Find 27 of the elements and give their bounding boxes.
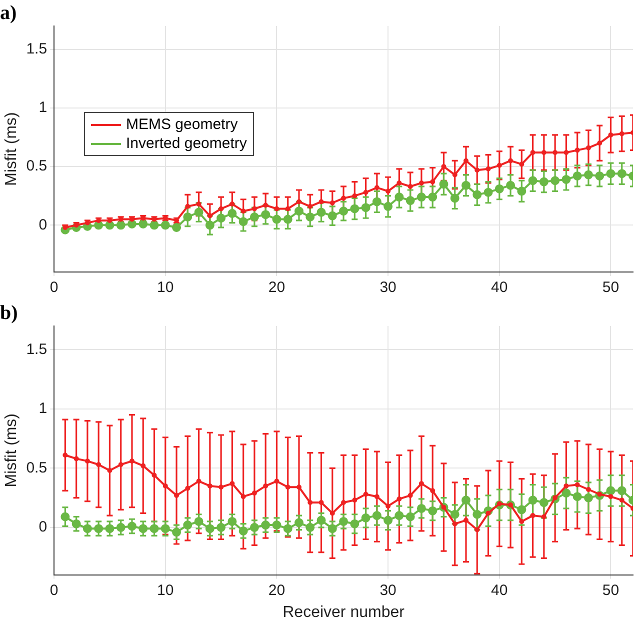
chart-title: a)	[0, 2, 17, 24]
x-tick-label: 40	[491, 279, 508, 296]
x-tick-label: 10	[157, 279, 174, 296]
x-tick-label: 10	[157, 582, 174, 599]
y-tick-label: 0	[38, 518, 48, 536]
y-axis-title: Misfit (ms)	[3, 112, 20, 186]
x-tick-label: 30	[380, 582, 396, 599]
y-axis-title: Misfit (ms)	[3, 414, 20, 488]
x-tick-label: 50	[602, 279, 620, 296]
x-tick-label: 30	[380, 279, 396, 296]
x-tick-label: 0	[50, 582, 58, 599]
x-tick-label: 0	[50, 279, 58, 296]
y-tick-label: 0.5	[26, 459, 48, 476]
x-tick-label: 50	[602, 582, 620, 599]
x-axis-title: Receiver number	[282, 604, 406, 621]
chart-title: b)	[0, 302, 18, 324]
x-tick-label: 40	[491, 582, 508, 599]
y-tick-label: 0	[38, 216, 48, 234]
legend-label: MEMS geometry	[126, 115, 238, 134]
y-tick-label: 0.5	[26, 158, 48, 175]
x-tick-label: 20	[268, 582, 286, 599]
x-tick-label: 20	[268, 279, 286, 296]
y-tick-label: 1	[38, 400, 48, 418]
y-tick-label: 1.5	[26, 40, 48, 58]
y-tick-label: 1	[38, 99, 48, 116]
y-tick-label: 1.5	[26, 340, 48, 358]
legend-label: Inverted geometry	[126, 134, 247, 153]
